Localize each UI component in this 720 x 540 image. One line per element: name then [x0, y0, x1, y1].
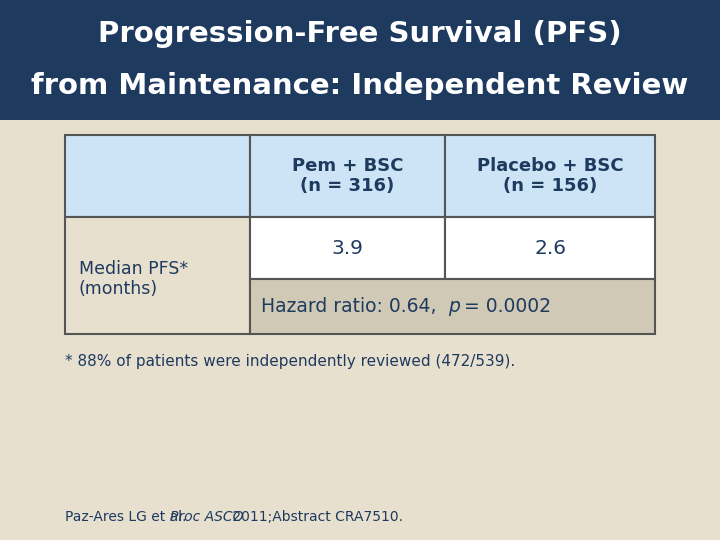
Bar: [65, 135, 250, 217]
Text: 2.6: 2.6: [534, 239, 566, 258]
Bar: [445, 135, 655, 217]
Bar: [250, 135, 445, 217]
Text: Median PFS*: Median PFS*: [79, 260, 188, 279]
Text: Hazard ratio: 0.64,: Hazard ratio: 0.64,: [261, 297, 449, 316]
Text: Paz-Ares LG et al.: Paz-Ares LG et al.: [65, 510, 191, 524]
Text: 3.9: 3.9: [332, 239, 364, 258]
Text: Progression-Free Survival (PFS): Progression-Free Survival (PFS): [98, 19, 622, 48]
Bar: [0, 0, 720, 120]
Text: Placebo + BSC
(n = 156): Placebo + BSC (n = 156): [477, 157, 624, 195]
Text: p: p: [449, 297, 460, 316]
Bar: [445, 217, 655, 279]
Text: (months): (months): [79, 280, 158, 299]
Text: Proc ASCO: Proc ASCO: [170, 510, 243, 524]
Text: = 0.0002: = 0.0002: [457, 297, 551, 316]
Bar: [250, 217, 445, 279]
Text: from Maintenance: Independent Review: from Maintenance: Independent Review: [32, 72, 688, 100]
Text: * 88% of patients were independently reviewed (472/539).: * 88% of patients were independently rev…: [65, 354, 516, 369]
Text: Pem + BSC
(n = 316): Pem + BSC (n = 316): [292, 157, 403, 195]
Text: 2011;Abstract CRA7510.: 2011;Abstract CRA7510.: [228, 510, 403, 524]
Bar: [65, 217, 250, 334]
Bar: [250, 279, 655, 334]
